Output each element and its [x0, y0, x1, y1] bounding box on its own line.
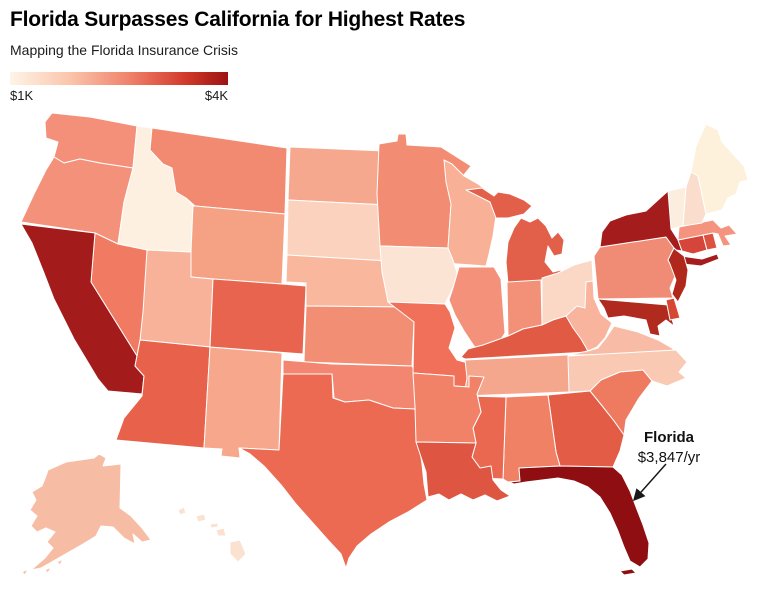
state-louisiana[interactable] [415, 441, 511, 502]
annotation-arrow [633, 463, 667, 502]
state-vermont[interactable] [667, 186, 687, 230]
page-title: Florida Surpasses California for Highest… [10, 8, 466, 31]
color-scale-legend [10, 72, 228, 85]
state-iowa[interactable] [379, 245, 459, 305]
state-delaware[interactable] [665, 297, 681, 321]
state-wyoming[interactable] [190, 205, 286, 285]
legend-min-label: $1K [10, 88, 34, 103]
legend-max-label: $4K [204, 88, 228, 103]
state-wisconsin[interactable] [443, 159, 497, 267]
state-hawaii[interactable] [177, 506, 247, 563]
page-subtitle: Mapping the Florida Insurance Crisis [10, 42, 238, 58]
state-montana[interactable] [149, 127, 288, 215]
state-colorado[interactable] [209, 278, 307, 355]
annotation-value-label: $3,847/yr [637, 449, 701, 467]
state-california[interactable] [20, 223, 145, 395]
state-new-mexico[interactable] [203, 346, 283, 459]
state-west-virginia[interactable] [565, 280, 613, 352]
state-maryland[interactable] [597, 298, 675, 337]
state-maine[interactable] [690, 123, 749, 215]
state-kansas[interactable] [303, 305, 415, 367]
state-massachusetts[interactable] [677, 219, 738, 247]
us-choropleth-map [20, 112, 749, 576]
florida-annotation: Florida $3,847/yr [610, 428, 728, 469]
annotation-state-label: Florida [643, 429, 694, 446]
color-scale-labels: $1K $4K [10, 88, 228, 103]
state-south-dakota[interactable] [286, 199, 390, 262]
state-north-dakota[interactable] [287, 146, 387, 206]
state-florida[interactable] [508, 465, 650, 576]
state-alaska[interactable] [21, 453, 152, 576]
state-arkansas[interactable] [412, 372, 485, 444]
state-new-jersey[interactable] [667, 247, 689, 303]
state-texas[interactable] [238, 373, 428, 569]
